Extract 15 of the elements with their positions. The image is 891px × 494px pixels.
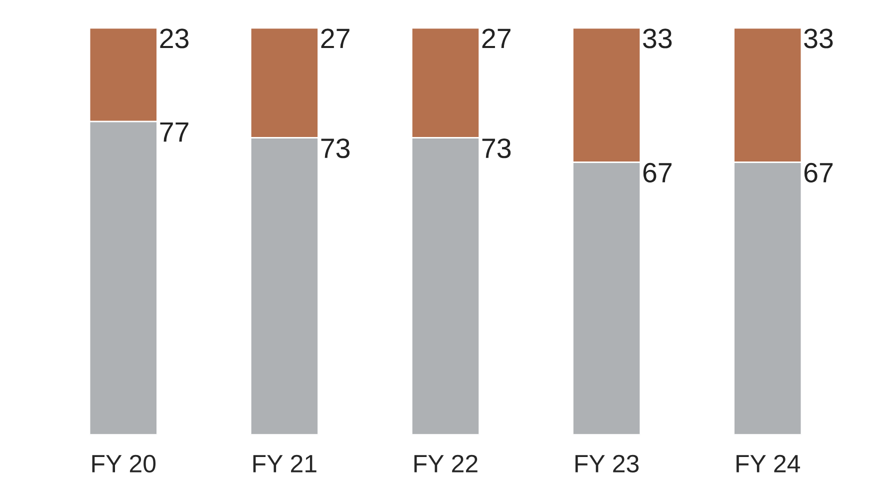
data-label: 73 bbox=[321, 138, 350, 158]
data-label: 73 bbox=[482, 138, 511, 158]
data-label: 67 bbox=[804, 162, 833, 183]
data-label: 23 bbox=[160, 28, 188, 48]
data-label: 33 bbox=[804, 28, 833, 48]
data-label: 77 bbox=[160, 122, 188, 142]
x-tick-label: FY 22 bbox=[414, 454, 478, 472]
x-tick-label: FY 23 bbox=[575, 454, 639, 473]
data-label: 27 bbox=[321, 28, 350, 48]
data-label: 33 bbox=[643, 28, 672, 48]
x-tick-label: FY 24 bbox=[736, 454, 800, 472]
x-tick-label: FY 20 bbox=[92, 454, 156, 473]
data-label: 27 bbox=[482, 28, 510, 48]
data-label: 67 bbox=[643, 162, 672, 183]
x-tick-label: FY 21 bbox=[253, 454, 316, 472]
